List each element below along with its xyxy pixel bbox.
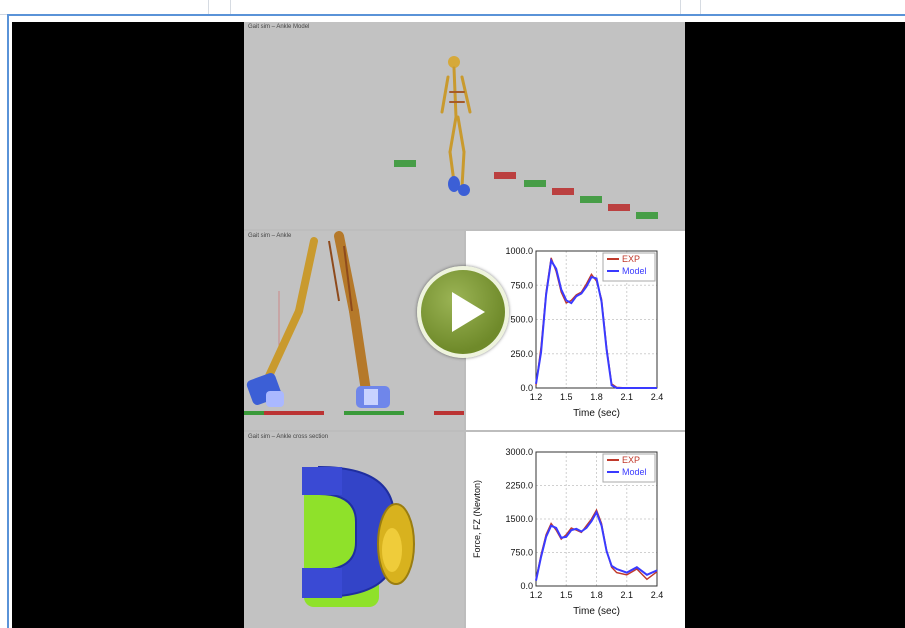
x-axis-label: Time (sec) <box>573 408 620 419</box>
right-leg <box>334 231 371 396</box>
series-line-model <box>535 509 658 581</box>
y-tick-label: 0.0 <box>520 581 533 591</box>
feet <box>246 373 390 408</box>
feet <box>448 176 470 196</box>
panel-title: Gait sim – Ankle cross section <box>248 434 329 440</box>
browser-top-strip <box>0 0 905 15</box>
video-player[interactable]: Gait sim – Ankle Model <box>12 22 905 628</box>
y-tick-label: 250.0 <box>510 349 533 359</box>
top-strip-divider <box>230 0 231 14</box>
x-tick-label: 1.8 <box>590 392 603 402</box>
y-tick-label: 750.0 <box>510 548 533 558</box>
x-tick-label: 1.2 <box>530 590 543 600</box>
legend-box <box>602 252 656 282</box>
walking-skeleton-figure <box>394 56 658 219</box>
x-axis-label: Time (sec) <box>573 606 620 617</box>
foot-section-panel: Gait sim – Ankle cross section <box>244 432 464 628</box>
force-fz-chart-panel: 0.0 750.0 1500.0 2250.0 3000.0 1.2 1.5 1.8 2.1 2.… <box>466 432 685 628</box>
plot-frame <box>535 250 658 389</box>
y-tick-label: 3000.0 <box>505 447 533 457</box>
x-tick-label: 2.4 <box>651 590 664 600</box>
force-chart: 0.0 250.0 500.0 750.0 1000.0 1.2 1.5 1.8 2.1 2.4 T… <box>505 246 664 419</box>
force-plates <box>394 160 658 219</box>
leg-model-figure <box>244 231 464 415</box>
play-icon <box>452 292 485 332</box>
x-tick-label: 1.8 <box>590 590 603 600</box>
gait-simulation-panel: Gait sim – Ankle Model <box>244 22 685 229</box>
skeleton <box>440 56 472 189</box>
top-strip-divider <box>680 0 681 14</box>
y-tick-label: 2250.0 <box>505 481 533 491</box>
x-tick-label: 2.1 <box>620 590 633 600</box>
y-tick-label: 500.0 <box>510 315 533 325</box>
floor-markers <box>244 411 464 415</box>
panel-title: Gait sim – Ankle <box>248 233 292 239</box>
play-button[interactable] <box>417 266 509 358</box>
y-tick-label: 1000.0 <box>505 246 533 256</box>
top-strip-divider <box>208 0 209 14</box>
panel-title: Gait sim – Ankle Model <box>248 24 310 30</box>
left-leg <box>265 237 318 380</box>
legend-label: EXP <box>622 455 640 465</box>
y-tick-label: 1500.0 <box>505 514 533 524</box>
legend-label: EXP <box>622 254 640 264</box>
series-line-model <box>535 257 657 389</box>
legend-label: Model <box>622 266 647 276</box>
y-axis-label: Force, FZ (Newton) <box>472 480 482 558</box>
x-tick-label: 2.4 <box>651 392 664 402</box>
force-fz-chart: 0.0 750.0 1500.0 2250.0 3000.0 1.2 1.5 1.8 2.1 2.… <box>472 447 664 617</box>
x-tick-label: 1.5 <box>560 590 573 600</box>
foot-cross-section-figure <box>302 465 415 607</box>
x-tick-label: 1.2 <box>530 392 543 402</box>
plot-frame <box>535 451 658 587</box>
x-tick-label: 2.1 <box>620 392 633 402</box>
top-strip-divider <box>700 0 701 14</box>
legend-box <box>602 453 656 483</box>
x-tick-label: 1.5 <box>560 392 573 402</box>
y-tick-label: 750.0 <box>510 280 533 290</box>
legend-label: Model <box>622 467 647 477</box>
y-tick-label: 0.0 <box>520 383 533 393</box>
